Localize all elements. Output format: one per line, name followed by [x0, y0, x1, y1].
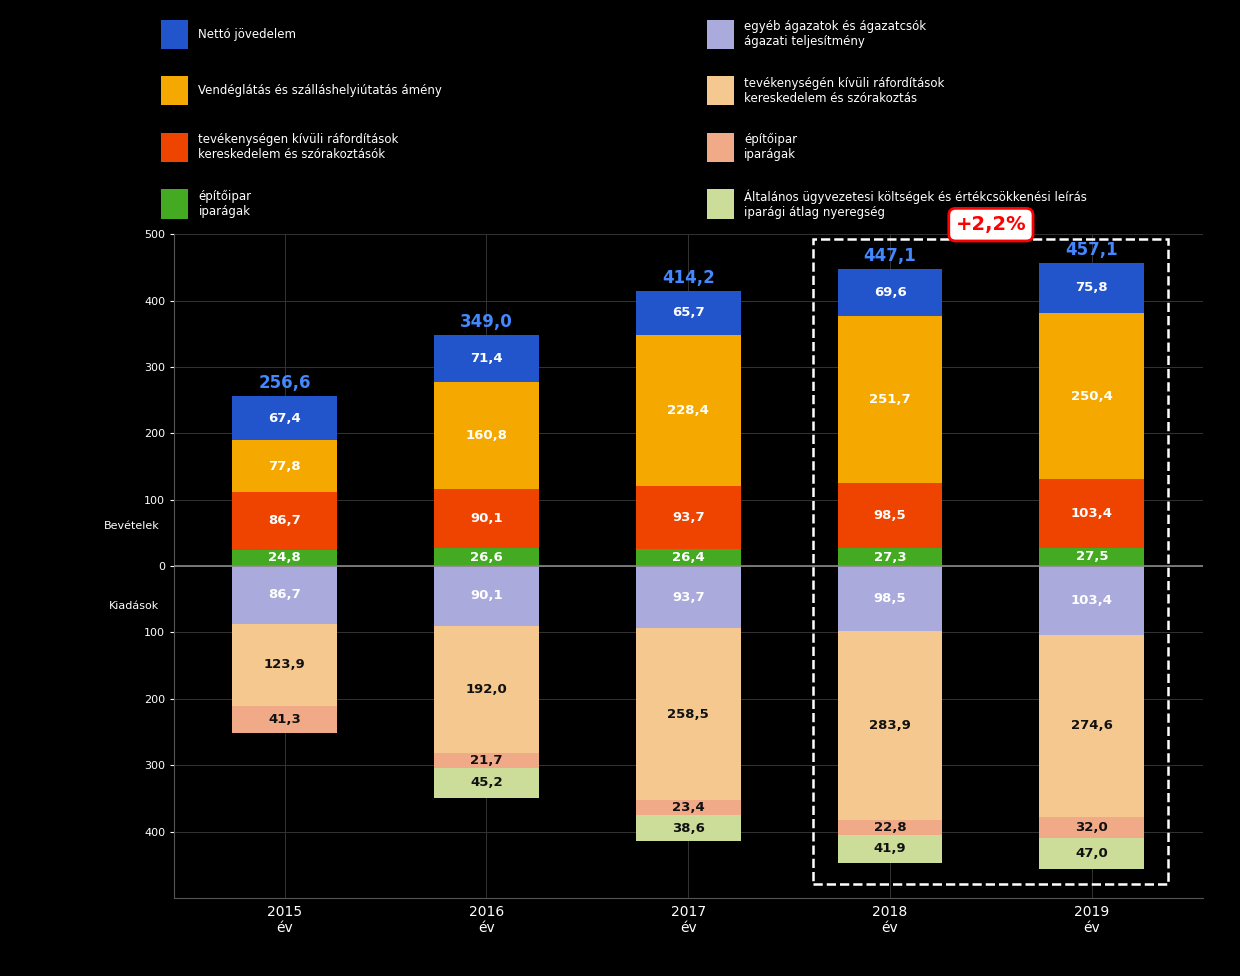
Text: 38,6: 38,6 — [672, 822, 704, 834]
Bar — [1039, 838, 1145, 870]
Bar — [636, 566, 740, 629]
Bar — [434, 768, 539, 797]
Text: 274,6: 274,6 — [1071, 719, 1112, 732]
Bar — [232, 566, 337, 624]
Text: tevékenységen kívüli ráfordítások
kereskedelem és szórakoztásók: tevékenységen kívüli ráfordítások keresk… — [198, 134, 399, 161]
Text: Nettó jövedelem: Nettó jövedelem — [198, 27, 296, 41]
Bar — [837, 315, 942, 482]
Bar — [636, 335, 740, 486]
Bar — [837, 548, 942, 566]
Text: 93,7: 93,7 — [672, 590, 704, 604]
Text: 77,8: 77,8 — [268, 460, 301, 472]
Bar — [1039, 548, 1145, 566]
Bar — [837, 835, 942, 863]
Text: 457,1: 457,1 — [1065, 241, 1118, 259]
Bar — [434, 626, 539, 753]
Text: 27,3: 27,3 — [874, 550, 906, 563]
Text: 283,9: 283,9 — [869, 719, 911, 732]
Text: 75,8: 75,8 — [1075, 281, 1109, 295]
Text: 86,7: 86,7 — [268, 589, 301, 601]
Bar — [232, 706, 337, 733]
Bar — [636, 486, 740, 549]
Text: 98,5: 98,5 — [874, 508, 906, 522]
Text: 258,5: 258,5 — [667, 708, 709, 720]
Text: 414,2: 414,2 — [662, 269, 714, 287]
Text: 41,3: 41,3 — [268, 713, 301, 726]
Text: 447,1: 447,1 — [863, 247, 916, 265]
Bar — [434, 566, 539, 626]
Text: 65,7: 65,7 — [672, 306, 704, 319]
Text: 22,8: 22,8 — [874, 821, 906, 834]
Text: 47,0: 47,0 — [1075, 847, 1109, 860]
Bar — [434, 382, 539, 489]
Bar — [837, 820, 942, 835]
Bar — [232, 549, 337, 566]
Text: 41,9: 41,9 — [874, 842, 906, 855]
Text: építőipar
iparágak: építőipar iparágak — [744, 134, 797, 161]
Text: 71,4: 71,4 — [470, 351, 502, 365]
Text: 256,6: 256,6 — [258, 374, 311, 391]
Bar — [837, 482, 942, 548]
Text: 90,1: 90,1 — [470, 512, 502, 525]
Text: egyéb ágazatok és ágazatcsók
ágazati teljesítmény: egyéb ágazatok és ágazatcsók ágazati tel… — [744, 20, 926, 48]
Bar — [837, 566, 942, 631]
Bar — [434, 335, 539, 382]
Bar — [434, 549, 539, 566]
Text: Bevételek: Bevételek — [104, 521, 160, 531]
Bar — [1039, 817, 1145, 838]
Bar — [1039, 313, 1145, 479]
Bar — [434, 753, 539, 768]
Text: Kiadások: Kiadások — [109, 601, 160, 611]
Bar — [1039, 566, 1145, 634]
Bar — [636, 549, 740, 566]
Bar — [434, 489, 539, 549]
Text: 251,7: 251,7 — [869, 392, 911, 406]
Bar — [837, 269, 942, 315]
Text: építőipar
iparágak: építőipar iparágak — [198, 190, 252, 218]
Text: 67,4: 67,4 — [268, 412, 301, 425]
Text: 103,4: 103,4 — [1071, 593, 1112, 607]
Text: 93,7: 93,7 — [672, 511, 704, 524]
Text: 32,0: 32,0 — [1075, 821, 1109, 834]
Bar — [232, 624, 337, 706]
Text: 45,2: 45,2 — [470, 776, 502, 790]
Text: 250,4: 250,4 — [1071, 389, 1112, 403]
Bar — [636, 799, 740, 815]
Text: 26,6: 26,6 — [470, 550, 502, 564]
Text: 349,0: 349,0 — [460, 312, 513, 331]
Bar — [837, 631, 942, 820]
Text: 123,9: 123,9 — [264, 658, 305, 671]
Bar — [232, 492, 337, 549]
Text: 26,4: 26,4 — [672, 550, 704, 564]
Text: 24,8: 24,8 — [268, 551, 301, 564]
Bar — [232, 440, 337, 492]
Text: +2,2%: +2,2% — [956, 215, 1027, 234]
Bar — [1039, 634, 1145, 817]
Bar — [1039, 479, 1145, 548]
Text: 23,4: 23,4 — [672, 801, 704, 814]
Text: 192,0: 192,0 — [465, 683, 507, 696]
Text: Általános ügyvezetesi költségek és értékcsökkenési leírás
iparági átlag nyeregsé: Általános ügyvezetesi költségek és érték… — [744, 189, 1087, 219]
Bar — [636, 629, 740, 799]
Text: 228,4: 228,4 — [667, 404, 709, 417]
Text: 86,7: 86,7 — [268, 514, 301, 527]
Bar — [636, 291, 740, 335]
Text: 90,1: 90,1 — [470, 590, 502, 602]
Text: 27,5: 27,5 — [1075, 550, 1109, 563]
Text: 98,5: 98,5 — [874, 592, 906, 605]
Text: 69,6: 69,6 — [874, 286, 906, 299]
Text: 160,8: 160,8 — [465, 428, 507, 442]
Bar — [232, 395, 337, 440]
Text: 21,7: 21,7 — [470, 754, 502, 767]
Text: tevékenységén kívüli ráfordítások
kereskedelem és szórakoztás: tevékenységén kívüli ráfordítások keresk… — [744, 77, 945, 104]
Bar — [636, 815, 740, 841]
Bar — [1039, 263, 1145, 313]
Text: 103,4: 103,4 — [1071, 507, 1112, 520]
Text: Vendéglátás és szálláshelyiútatás ámény: Vendéglátás és szálláshelyiútatás ámény — [198, 84, 443, 98]
